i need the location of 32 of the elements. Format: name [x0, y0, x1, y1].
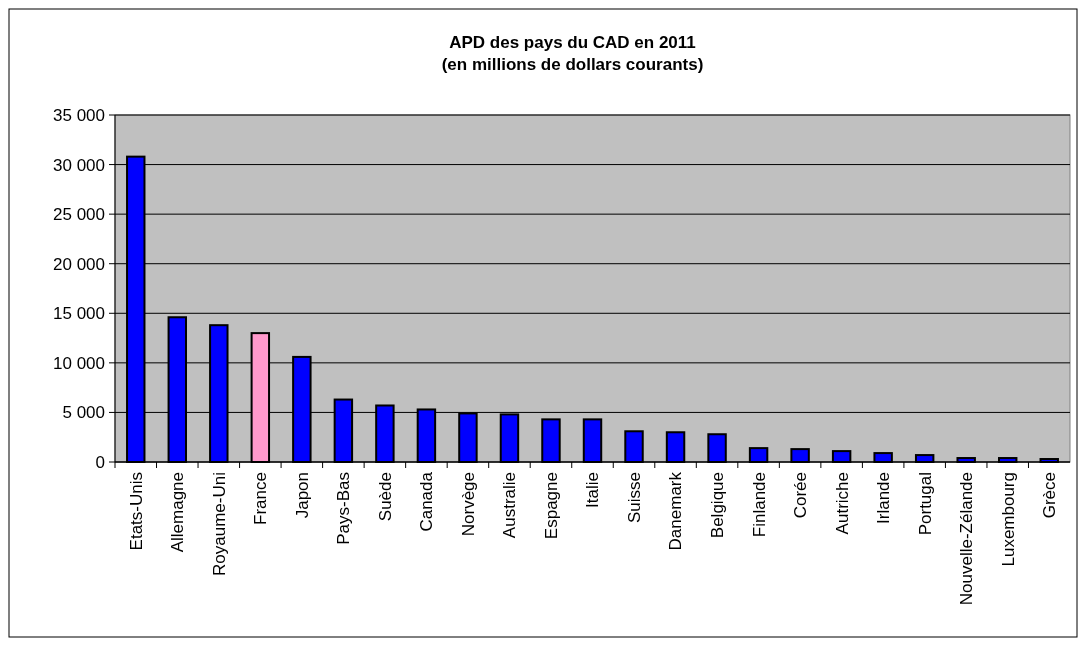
x-tick-label: Royaume-Uni — [209, 472, 229, 576]
x-tick-label: Allemagne — [168, 472, 188, 553]
y-tick-label: 5 000 — [62, 403, 105, 423]
x-tick-label: Etats-Unis — [126, 472, 146, 551]
y-tick-label: 30 000 — [53, 155, 105, 175]
x-tick-label: Danemark — [666, 471, 686, 551]
x-tick-label: Corée — [791, 472, 811, 519]
y-tick-label: 20 000 — [53, 254, 105, 274]
x-tick-label: Japon — [292, 472, 312, 519]
x-tick-label: Australie — [500, 472, 520, 539]
x-tick-label: Suède — [375, 472, 395, 522]
x-tick-label: Finlande — [749, 472, 769, 538]
y-tick-label: 25 000 — [53, 205, 105, 225]
chart-title: APD des pays du CAD en 2011 (en millions de dollars courants) — [441, 33, 704, 74]
x-tick-label: Portugal — [915, 472, 935, 536]
x-tick-label: Italie — [583, 472, 603, 508]
x-tick-label: Belgique — [708, 472, 728, 539]
x-tick-label: Irlande — [874, 472, 894, 524]
x-tick-label: Grèce — [1040, 472, 1060, 519]
x-tick-label: Nouvelle-Zélande — [957, 472, 977, 606]
x-tick-label: France — [251, 472, 271, 525]
x-tick-label: Luxembourg — [998, 472, 1018, 567]
x-tick-label: Espagne — [541, 472, 561, 540]
y-tick-label: 10 000 — [53, 353, 105, 373]
y-tick-label: 15 000 — [53, 304, 105, 324]
x-tick-label: Pays-Bas — [334, 472, 354, 545]
x-tick-label: Suisse — [624, 472, 644, 524]
y-tick-label: 0 — [95, 452, 105, 472]
x-tick-label: Norvège — [458, 472, 478, 537]
x-tick-label: Canada — [417, 471, 437, 532]
y-tick-label: 35 000 — [53, 105, 105, 125]
x-tick-label: Autriche — [832, 472, 852, 535]
